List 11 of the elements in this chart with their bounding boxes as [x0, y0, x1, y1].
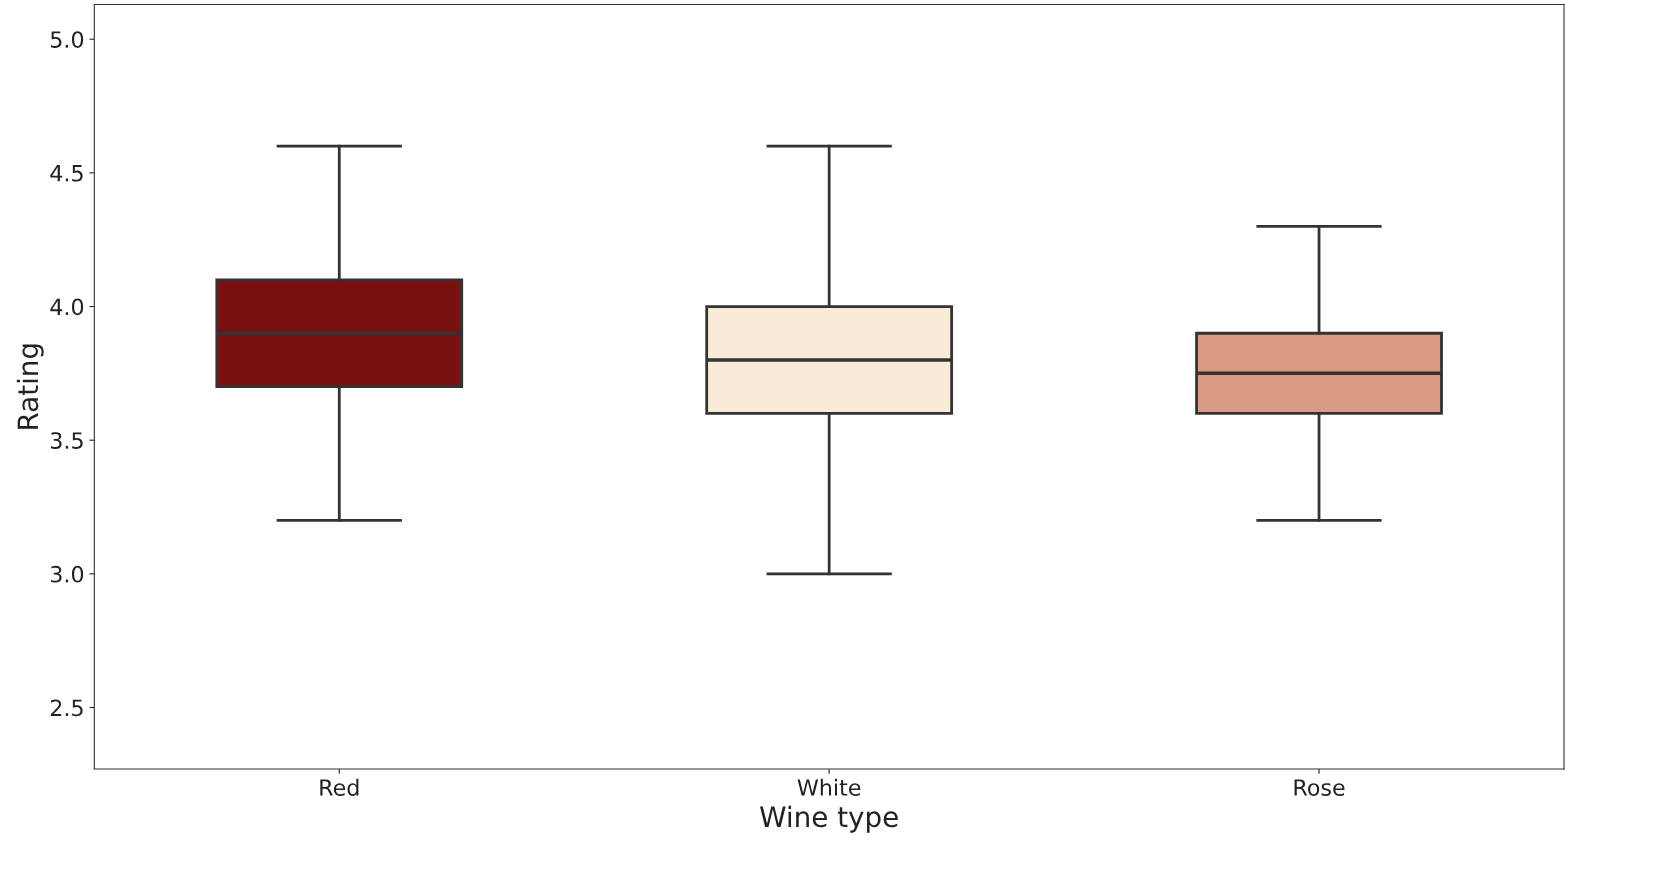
- y-tick-label: 3.0: [50, 565, 84, 583]
- y-tick-label: 4.5: [50, 165, 83, 182]
- y-tick-label: 3.5: [50, 432, 83, 449]
- x-axis-title: Wine type: [760, 805, 898, 833]
- y-axis-title: Rating: [16, 344, 44, 429]
- x-tick-label: Rose: [1294, 779, 1345, 796]
- x-tick-label: Red: [320, 778, 359, 796]
- y-tick-label: 5.0: [50, 31, 84, 48]
- x-tick-label: White: [797, 778, 861, 796]
- y-tick-label: 2.5: [50, 699, 83, 717]
- y-tick-label: 4.0: [50, 298, 84, 316]
